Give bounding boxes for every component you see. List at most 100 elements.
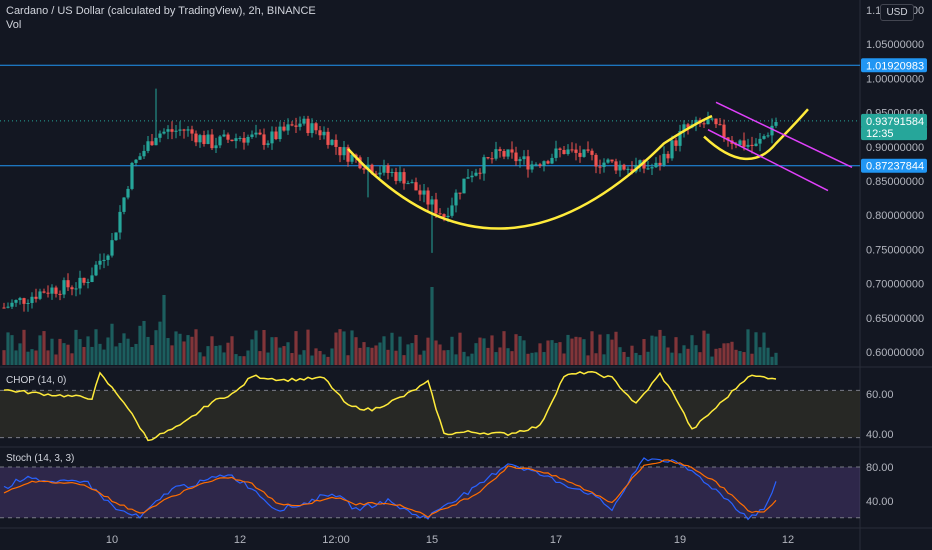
candle-body	[66, 280, 70, 288]
volume-bar	[270, 337, 274, 365]
volume-bar	[394, 350, 398, 365]
volume-bar	[546, 340, 550, 365]
candle-body	[226, 134, 230, 140]
candle-body	[146, 141, 150, 151]
volume-bar	[70, 353, 74, 365]
volume-bar	[90, 346, 94, 365]
handle-drawing[interactable]	[703, 108, 809, 161]
volume-bar	[558, 342, 562, 365]
candle-body	[378, 172, 382, 175]
candle-body	[542, 161, 546, 166]
candle-body	[230, 139, 234, 142]
candle-body	[754, 143, 758, 146]
candle-body	[38, 291, 42, 299]
candle-body	[338, 146, 342, 156]
volume-bar	[594, 353, 598, 365]
price-axis-tick: 0.80000000	[866, 210, 924, 222]
volume-bar	[730, 341, 734, 365]
stoch-band	[0, 466, 860, 518]
volume-bar	[238, 356, 242, 365]
chop-axis-tick: 40.00	[866, 429, 894, 441]
volume-bar	[66, 344, 70, 365]
time-axis-label: 10	[106, 534, 118, 546]
volume-bar	[486, 347, 490, 365]
candle-body	[750, 144, 754, 146]
candle-body	[746, 144, 750, 147]
currency-button[interactable]: USD	[880, 4, 914, 21]
volume-bar	[666, 347, 670, 365]
volume-bar	[230, 336, 234, 365]
volume-bar	[426, 337, 430, 365]
candle-body	[302, 118, 306, 124]
volume-bar	[570, 338, 574, 365]
candle-body	[502, 151, 506, 157]
volume-bar	[174, 331, 178, 365]
candle-body	[614, 161, 618, 171]
volume-bar	[494, 352, 498, 365]
candle-body	[222, 134, 226, 137]
channel-upper-line[interactable]	[715, 101, 853, 168]
candle-body	[262, 134, 266, 145]
volume-bar	[406, 344, 410, 365]
candle-body	[138, 156, 142, 160]
cup-drawing[interactable]	[347, 114, 713, 230]
candle-body	[438, 213, 442, 215]
chop-line	[3, 371, 777, 442]
price-axis-tick: 0.85000000	[866, 176, 924, 188]
candle-body	[254, 132, 258, 135]
candle-body	[190, 129, 194, 134]
candle-body	[474, 172, 478, 176]
volume-bar	[578, 337, 582, 365]
candle-body	[6, 306, 10, 308]
candle-body	[722, 124, 726, 138]
volume-bar	[226, 342, 230, 365]
candle-body	[662, 153, 666, 166]
volume-bar	[38, 335, 42, 365]
price-badge	[861, 158, 927, 173]
time-axis-label: 12	[782, 534, 794, 546]
volume-bar	[346, 355, 350, 365]
volume-bar	[290, 353, 294, 365]
candle-body	[406, 183, 410, 185]
volume-bar	[326, 356, 330, 365]
volume-bar	[358, 347, 362, 365]
candle-body	[286, 124, 290, 131]
candle-body	[86, 282, 90, 284]
volume-bar	[430, 287, 434, 365]
volume-bar	[190, 336, 194, 365]
volume-bar	[46, 350, 50, 365]
candle-body	[270, 131, 274, 144]
volume-bar	[498, 347, 502, 365]
candle-body	[18, 298, 22, 301]
volume-bar	[206, 346, 210, 365]
candle-body	[210, 134, 214, 149]
volume-bar	[698, 352, 702, 365]
volume-bar	[26, 351, 30, 365]
volume-bar	[302, 350, 306, 365]
candle-body	[306, 118, 310, 134]
volume-bar	[154, 330, 158, 365]
channel-lower-line[interactable]	[707, 129, 829, 192]
candle-body	[594, 154, 598, 167]
price-badge-text: 12:35	[866, 128, 894, 140]
candle-body	[2, 307, 6, 309]
candle-body	[682, 124, 686, 131]
candle-body	[470, 175, 474, 178]
volume-bar	[22, 329, 26, 365]
candle-body	[674, 140, 678, 146]
candle-body	[62, 280, 66, 295]
candle-body	[394, 171, 398, 181]
candle-body	[238, 137, 242, 139]
volume-bar	[98, 343, 102, 365]
volume-bar	[202, 356, 206, 365]
candle-body	[506, 149, 510, 157]
candle-body	[90, 275, 94, 283]
candle-body	[578, 152, 582, 157]
volume-bar	[382, 336, 386, 365]
volume-bar	[598, 334, 602, 365]
volume-bar	[178, 333, 182, 365]
candle-body	[714, 118, 718, 125]
volume-bar	[106, 337, 110, 365]
volume-bar	[554, 342, 558, 365]
